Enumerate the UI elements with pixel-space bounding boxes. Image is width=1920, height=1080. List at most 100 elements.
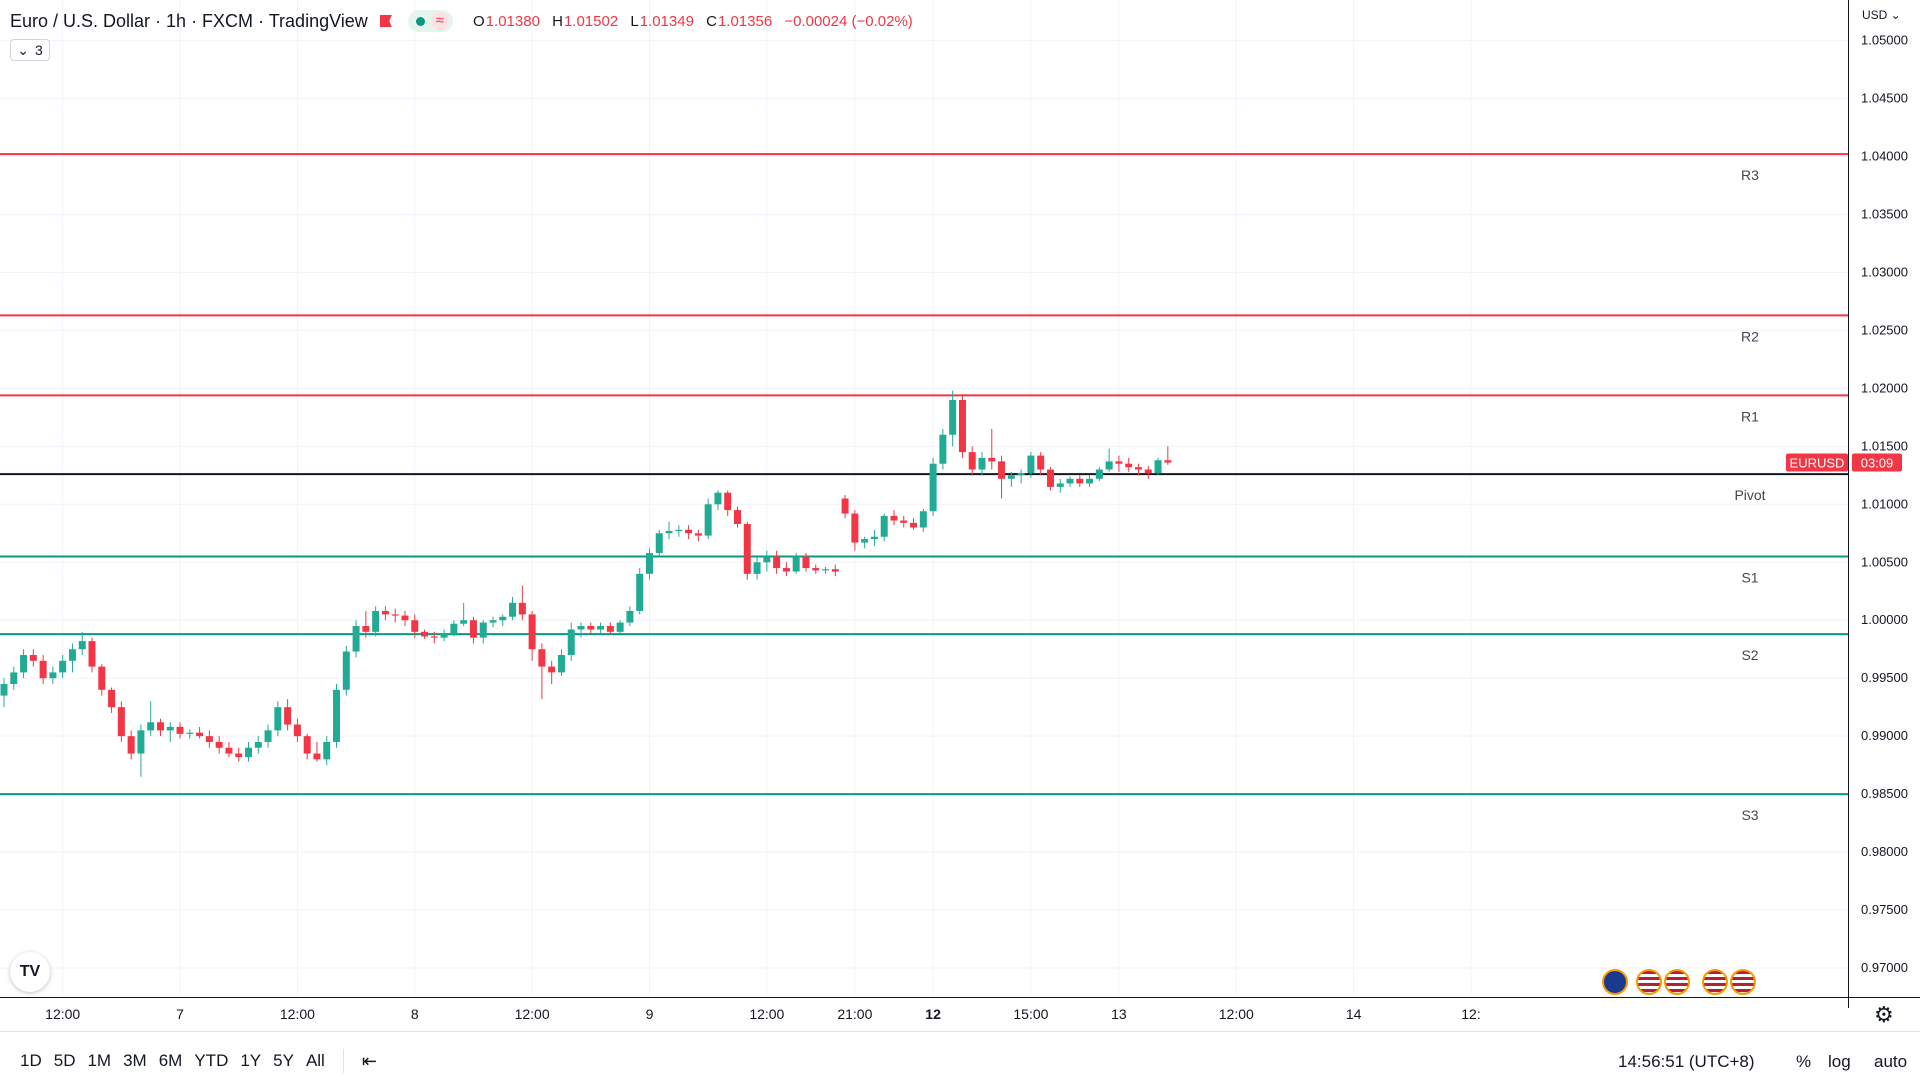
countdown-tag — [1852, 453, 1902, 472]
currency-selector[interactable]: USD ⌄ — [1862, 8, 1901, 22]
timeframe-all[interactable]: All — [305, 1051, 325, 1070]
us-flag-icon[interactable] — [1730, 969, 1756, 995]
candle-body — [186, 732, 194, 734]
us-flag-icon[interactable] — [1702, 969, 1728, 995]
timeframe-6m[interactable]: 6M — [158, 1051, 183, 1070]
candle-body — [1086, 478, 1094, 484]
symbol-title[interactable]: Euro / U.S. Dollar · 1h · FXCM · Trading… — [10, 10, 368, 31]
timeframe-1d[interactable]: 1D — [20, 1051, 42, 1070]
price-tick-label: 1.03500 — [1861, 206, 1908, 221]
time-tick-label: 15:00 — [1013, 1006, 1048, 1022]
candle-body — [0, 683, 8, 696]
price-tick-label: 1.05000 — [1861, 33, 1908, 48]
countdown-label: 03:09 — [1861, 456, 1894, 471]
candle-body — [215, 741, 223, 748]
price-tick-label: 1.00000 — [1861, 612, 1908, 627]
level-label-s1: S1 — [1741, 569, 1758, 585]
candle-body — [176, 726, 184, 734]
gear-icon[interactable]: ⚙ — [1874, 1002, 1894, 1027]
candle-body — [626, 610, 634, 623]
candle-body — [587, 626, 595, 630]
time-axis[interactable]: 12:00 7 12:00 8 12:00 9 12:00 21:00 12 15:00 13 12:… — [0, 997, 1920, 1032]
candle-body — [381, 610, 389, 615]
candle-body — [939, 434, 947, 464]
price-tick-label: 0.97500 — [1861, 902, 1908, 917]
candle-body — [469, 620, 477, 638]
candle-body — [802, 556, 810, 569]
candle-body — [147, 722, 155, 731]
timeframe-3m[interactable]: 3M — [123, 1051, 147, 1070]
candle-body — [978, 457, 986, 470]
candle-body — [78, 641, 86, 650]
candle-body — [460, 620, 468, 624]
change-value: −0.00024 (−0.02%) — [784, 12, 913, 30]
time-tick-label: 12:00 — [280, 1006, 315, 1022]
candle-body — [577, 626, 585, 630]
open-label: O — [473, 12, 485, 30]
auto-toggle[interactable]: auto — [1874, 1052, 1908, 1071]
candle-body — [734, 510, 741, 525]
candle-body — [205, 736, 213, 742]
indicators-collapse-button[interactable]: ⌄ 3 — [10, 39, 50, 61]
us-flag-icon[interactable] — [1636, 969, 1662, 995]
timeframe-5y[interactable]: 5Y — [273, 1051, 294, 1070]
price-tick-label: 1.00500 — [1861, 554, 1908, 569]
percent-toggle[interactable]: % — [1796, 1052, 1812, 1071]
price-tick-label: 0.99000 — [1861, 728, 1908, 743]
candle-body — [988, 457, 996, 462]
candle-body — [548, 666, 556, 673]
candle-body — [841, 498, 849, 514]
candle-body — [822, 569, 830, 571]
candle-body — [450, 623, 458, 635]
candle-body — [68, 649, 76, 661]
time-tick-label: 8 — [411, 1006, 419, 1022]
timeframe-ytd[interactable]: YTD — [194, 1051, 229, 1070]
candle-body — [753, 562, 761, 574]
price-axis[interactable]: 1.05000 1.04500 1.04000 1.03500 1.03000 1.025… — [1786, 0, 1908, 1008]
price-tick-label: 0.99500 — [1861, 670, 1908, 685]
candle-body — [88, 641, 96, 667]
candle-body — [919, 511, 927, 528]
candle-body — [724, 492, 732, 511]
approx-icon: ≈ — [430, 12, 450, 30]
price-tick-label: 0.98500 — [1861, 786, 1908, 801]
candle-body — [998, 461, 1006, 479]
log-toggle[interactable]: log — [1828, 1052, 1851, 1071]
price-tick-label: 1.04000 — [1861, 149, 1908, 164]
candle-body — [284, 707, 292, 725]
candle-body — [156, 722, 164, 731]
calendar-range-icon[interactable]: ⇤ — [361, 1050, 377, 1071]
candle-body — [39, 660, 47, 679]
candle-body — [440, 634, 448, 638]
candle-body — [362, 626, 370, 632]
eu-flag-icon[interactable] — [1602, 969, 1628, 995]
candle-body — [1027, 455, 1035, 473]
candle-body — [411, 620, 419, 632]
candle-body — [1134, 467, 1142, 470]
us-flag-icon[interactable] — [1664, 969, 1690, 995]
candle-body — [597, 626, 605, 630]
price-tick-label: 1.01500 — [1861, 438, 1908, 453]
candle-body — [538, 649, 546, 667]
candle-body — [655, 533, 663, 553]
candle-body — [782, 568, 790, 572]
timeframe-bar: 1D 5D 1M 3M 6M YTD 1Y 5Y All ⇤ — [0, 1042, 1920, 1080]
market-status-pill[interactable]: ≈ — [407, 10, 454, 32]
price-tick-label: 1.04500 — [1861, 91, 1908, 106]
candle-body — [645, 552, 653, 574]
timeframe-5d[interactable]: 5D — [53, 1051, 76, 1070]
flag-icon[interactable] — [379, 15, 392, 27]
timeframe-1y[interactable]: 1Y — [240, 1051, 262, 1070]
candle-body — [910, 522, 918, 528]
candle-body — [49, 672, 57, 679]
candle-body — [518, 602, 526, 615]
candle-body — [489, 620, 497, 623]
timeframe-1m[interactable]: 1M — [87, 1051, 112, 1070]
candle-body — [890, 515, 898, 521]
tradingview-logo-icon[interactable]: TV — [10, 952, 50, 992]
candle-body — [792, 556, 800, 572]
chevron-down-icon: ⌄ — [17, 41, 29, 58]
clock[interactable]: 14:56:51 (UTC+8) — [1618, 1052, 1755, 1071]
symbol-tag-label: EURUSD — [1790, 456, 1845, 471]
